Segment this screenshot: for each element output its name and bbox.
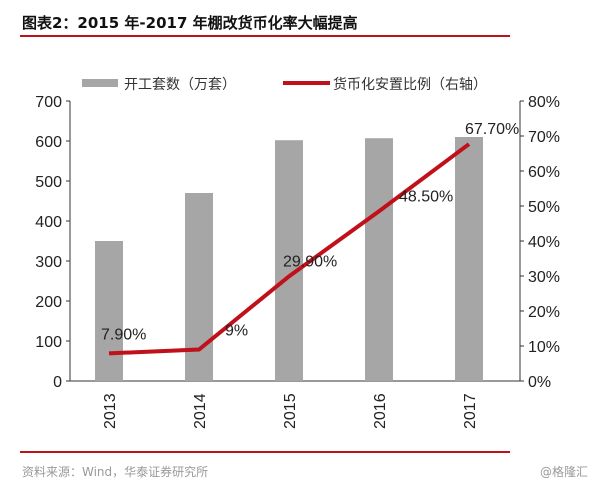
left-tick-label: 700	[35, 94, 62, 111]
right-tick-label: 40%	[528, 234, 560, 251]
right-tick-label: 80%	[528, 94, 560, 111]
x-tick-label: 2017	[462, 393, 479, 429]
chart-title: 图表2：2015 年-2017 年棚改货币化率大幅提高	[22, 14, 358, 32]
right-tick-label: 70%	[528, 129, 560, 146]
data-label: 67.70%	[465, 121, 519, 138]
right-tick-label: 50%	[528, 199, 560, 216]
right-tick-label: 20%	[528, 304, 560, 321]
right-tick-label: 60%	[528, 164, 560, 181]
data-label: 7.90%	[101, 326, 146, 343]
right-tick-label: 10%	[528, 339, 560, 356]
footer-rule	[20, 451, 510, 453]
line-series	[108, 142, 471, 356]
data-label: 29.90%	[283, 253, 337, 270]
title-rule	[20, 35, 510, 37]
bar-2017	[455, 137, 483, 381]
bar-2016	[365, 138, 393, 381]
x-tick-label: 2016	[372, 393, 389, 429]
bar-2015	[275, 140, 303, 381]
right-tick-label: 0%	[528, 374, 551, 391]
bar-2013	[95, 241, 123, 381]
watermark: @格隆汇	[539, 465, 588, 479]
x-tick-label: 2015	[282, 393, 299, 429]
x-tick-label: 2013	[102, 393, 119, 429]
left-tick-label: 400	[35, 214, 62, 231]
left-tick-label: 0	[53, 374, 62, 391]
legend-label-bar: 开工套数（万套）	[124, 76, 236, 92]
left-tick-label: 100	[35, 334, 62, 351]
left-tick-label: 600	[35, 134, 62, 151]
right-tick-label: 30%	[528, 269, 560, 286]
bar-2014	[185, 193, 213, 381]
left-tick-label: 200	[35, 294, 62, 311]
data-label: 48.50%	[399, 188, 453, 205]
left-tick-label: 500	[35, 174, 62, 191]
legend-label-line: 货币化安置比例（右轴）	[333, 76, 487, 92]
source-note: 资料来源：Wind，华泰证券研究所	[22, 465, 209, 479]
data-label: 9%	[225, 323, 248, 340]
legend-swatch-bar	[82, 79, 118, 87]
left-tick-label: 300	[35, 254, 62, 271]
x-tick-label: 2014	[192, 393, 209, 429]
